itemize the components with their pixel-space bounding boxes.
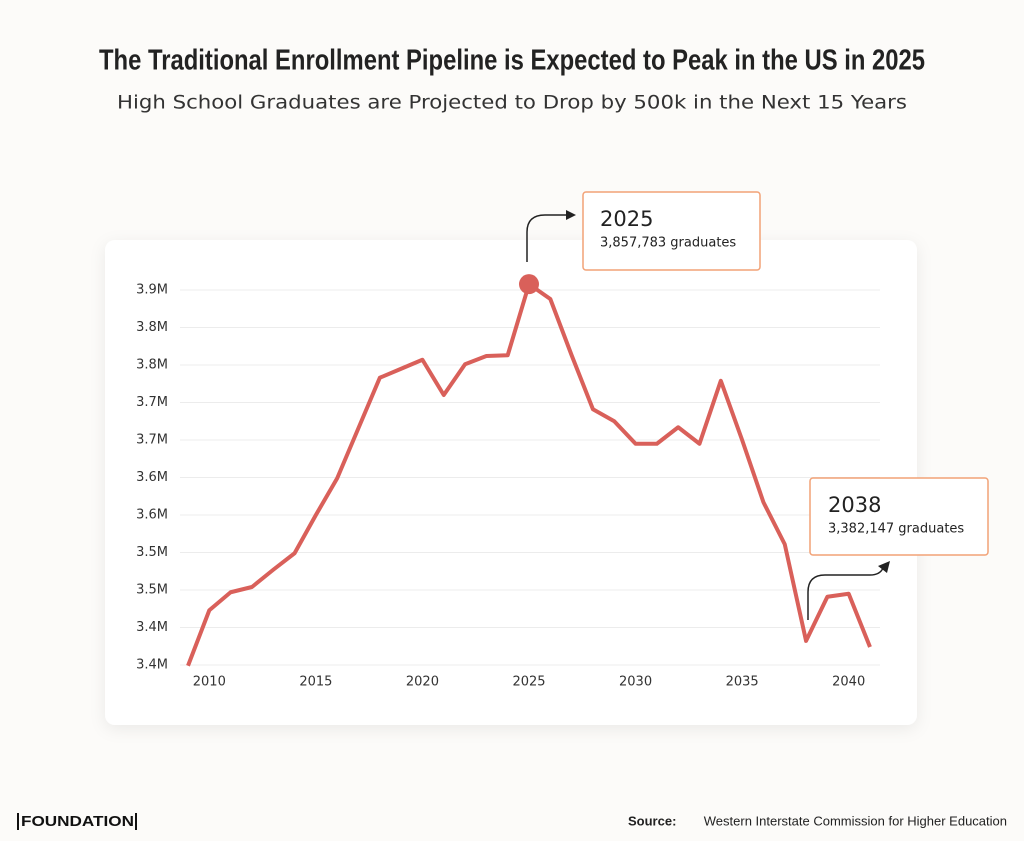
annotation-arrowhead <box>878 561 890 573</box>
x-tick-label: 2035 <box>726 675 759 690</box>
x-tick-label: 2010 <box>193 675 226 690</box>
y-tick-label: 3.8M <box>136 320 168 335</box>
annotation-arrow <box>807 567 884 620</box>
annotation-year: 2025 <box>600 207 653 231</box>
source-label: Source: <box>628 813 676 828</box>
y-tick-label: 3.4M <box>136 620 168 635</box>
y-tick-label: 3.5M <box>136 545 168 560</box>
y-tick-label: 3.8M <box>136 358 168 373</box>
peak-marker <box>519 274 539 295</box>
y-tick-label: 3.7M <box>136 433 168 448</box>
x-tick-label: 2030 <box>619 675 652 690</box>
chart-subtitle: High School Graduates are Projected to D… <box>117 92 907 114</box>
annotation-box <box>582 191 761 271</box>
x-tick-label: 2025 <box>512 675 545 690</box>
annotation-text: 3,382,147 graduates <box>828 522 964 537</box>
y-tick-label: 3.6M <box>136 470 168 485</box>
annotation-box <box>809 477 989 556</box>
x-tick-label: 2020 <box>406 675 439 690</box>
logo-bar <box>17 813 19 830</box>
x-tick-label: 2040 <box>832 675 865 690</box>
annotation-year: 2038 <box>828 493 881 517</box>
plot-card <box>105 240 917 725</box>
source: Western Interstate Commission for Higher… <box>704 813 1007 828</box>
y-tick-label: 3.7M <box>136 395 168 410</box>
y-tick-label: 3.5M <box>136 583 168 598</box>
x-tick-label: 2015 <box>299 675 332 690</box>
annotation-arrowhead <box>566 210 576 220</box>
y-tick-label: 3.9M <box>136 283 168 298</box>
annotation-arrow <box>526 214 566 262</box>
logo-bar <box>135 813 137 830</box>
annotation-text: 3,857,783 graduates <box>600 236 736 251</box>
y-tick-label: 3.6M <box>136 508 168 523</box>
plot-area: 3.4M 3.4M 3.5M 3.5M 3.6M 3.6M 3.7M 3.7M 3.8M 3.8M… <box>136 274 880 690</box>
chart-title: The Traditional Enrollment Pipeline is E… <box>99 45 925 77</box>
logo: FOUNDATION <box>21 813 134 830</box>
y-tick-label: 3.4M <box>136 658 168 673</box>
